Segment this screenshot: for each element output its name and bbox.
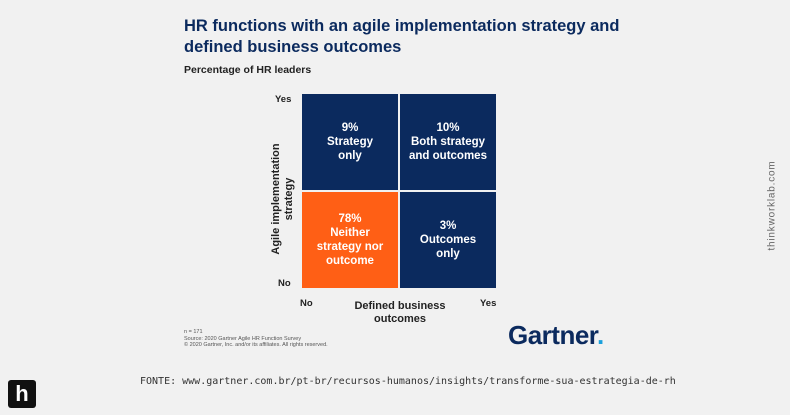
footnote-source: Source: 2020 Gartner Agile HR Function S… [184, 335, 302, 342]
footnote-copyright: © 2020 Gartner, Inc. and/or its affiliat… [184, 342, 328, 348]
quadrant-value: 78% [338, 213, 362, 225]
quadrant-value: 9% [341, 122, 359, 134]
quadrant-strategy-only: 9% Strategy only [302, 94, 398, 190]
quadrant-label: Both strategy and outcomes [409, 136, 487, 162]
logo-letter: h [15, 381, 29, 406]
x-axis-label: Defined business outcomes [354, 300, 446, 325]
quadrant-label: Strategy only [326, 136, 374, 162]
x-tick-no: No [300, 298, 313, 309]
quadrant-both: 10% Both strategy and outcomes [400, 94, 496, 190]
quadrant-label: Neither strategy nor outcome [316, 227, 384, 267]
brand-name: Gartner [508, 320, 598, 350]
x-tick-yes: Yes [480, 298, 497, 309]
quadrant-value: 10% [436, 122, 460, 134]
y-tick-no: No [278, 278, 291, 289]
y-tick-yes: Yes [275, 94, 292, 105]
quadrant-outcomes-only: 3% Outcomes only [400, 192, 496, 288]
quadrant-value: 3% [439, 220, 457, 232]
y-axis-label: Agile implementation strategy [270, 143, 295, 255]
footnote: n = 171 Source: 2020 Gartner Agile HR Fu… [184, 329, 328, 349]
chart-subtitle: Percentage of HR leaders [184, 64, 312, 76]
site-logo-icon: h [8, 380, 36, 408]
quadrant-label: Outcomes only [419, 234, 477, 260]
gartner-logo: Gartner. [508, 320, 604, 351]
footnote-n: n = 171 [184, 329, 203, 335]
quadrant-neither: 78% Neither strategy nor outcome [302, 192, 398, 288]
brand-dot: . [597, 320, 604, 350]
chart-title: HR functions with an agile implementatio… [184, 17, 620, 56]
side-watermark: thinkworklab.com [766, 160, 778, 251]
source-line: FONTE: www.gartner.com.br/pt-br/recursos… [140, 376, 676, 387]
